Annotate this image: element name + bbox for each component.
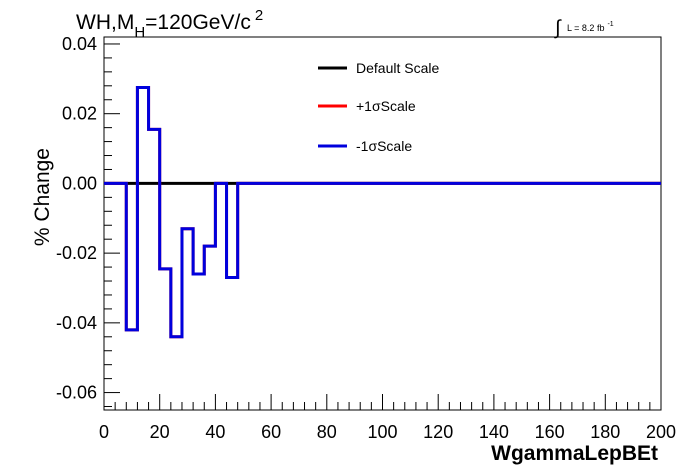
series-line-1 xyxy=(104,86,661,339)
x-tick-label: 80 xyxy=(317,422,337,442)
chart-title: WH,MH=120GeV/c 2 xyxy=(76,7,263,41)
y-tick-label: 0.02 xyxy=(62,104,97,124)
x-tick-label: 100 xyxy=(367,422,397,442)
plot-frame xyxy=(103,36,662,411)
x-tick-label: 160 xyxy=(535,422,565,442)
x-tick-label: 0 xyxy=(99,422,109,442)
y-tick-label: -0.02 xyxy=(56,243,97,263)
lumi-label: L = 8.2 fb -1 xyxy=(567,21,614,33)
x-tick-label: 140 xyxy=(479,422,509,442)
x-tick-label: 60 xyxy=(261,422,281,442)
y-tick-label: 0.00 xyxy=(62,173,97,193)
integral-sign: ∫ xyxy=(554,17,562,39)
legend-label: -1σScale xyxy=(356,138,412,154)
axis-ticks xyxy=(103,43,662,410)
x-tick-label: 180 xyxy=(590,422,620,442)
x-tick-label: 20 xyxy=(150,422,170,442)
x-tick-label: 40 xyxy=(205,422,225,442)
legend-label: Default Scale xyxy=(356,60,439,76)
x-tick-label: 200 xyxy=(646,422,676,442)
x-axis-title: WgammaLepBEt xyxy=(491,442,658,465)
y-tick-label: -0.04 xyxy=(56,313,97,333)
series-line-2 xyxy=(104,86,661,339)
legend-label: +1σScale xyxy=(356,98,416,114)
y-axis-title: % Change xyxy=(31,148,54,246)
x-tick-label: 120 xyxy=(423,422,453,442)
y-tick-label: -0.06 xyxy=(56,383,97,403)
series-layer xyxy=(104,86,661,339)
y-tick-labels: -0.06 -0.04 -0.02 0.00 0.02 0.04 xyxy=(56,34,97,403)
y-tick-label: 0.04 xyxy=(62,34,97,54)
legend: Default Scale +1σScale -1σScale xyxy=(318,60,439,154)
x-tick-labels: 0 20 40 60 80 100 120 140 160 180 200 xyxy=(99,422,676,442)
